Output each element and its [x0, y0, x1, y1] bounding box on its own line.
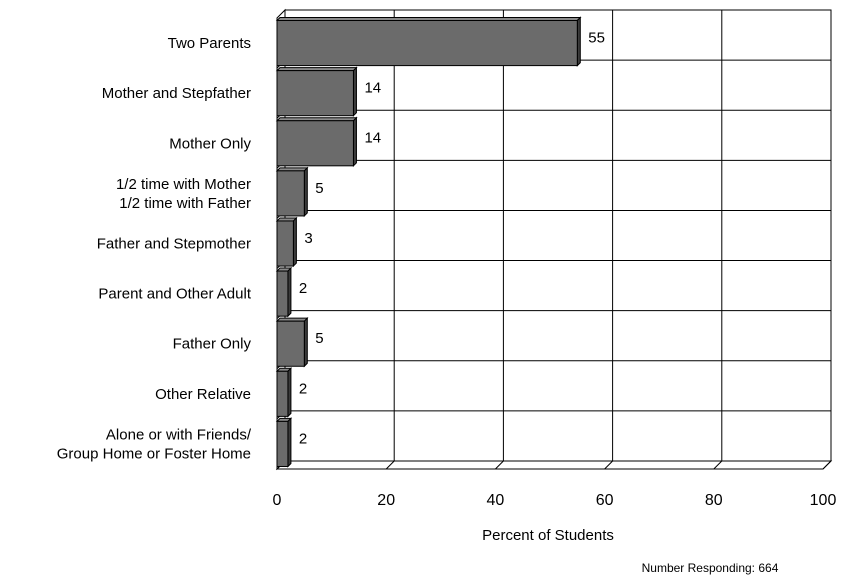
value-axis-tick-labels: 0 20 40 60 80 100 — [273, 492, 837, 509]
bar — [275, 417, 293, 468]
bar-value-label: 2 — [299, 430, 307, 447]
category-label: Mother and Stepfather — [102, 85, 251, 102]
bar-front-face — [276, 370, 289, 417]
x-tick-label: 0 — [273, 492, 282, 509]
category-label: Mother Only — [169, 135, 251, 152]
bar-front-face — [276, 220, 294, 267]
category-label: Two Parents — [168, 35, 251, 52]
bar-value-label: 2 — [299, 380, 307, 397]
floor-gridline — [713, 460, 723, 470]
category-axis-labels: Two Parents Mother and Stepfather Mother O… — [57, 35, 252, 462]
bar — [275, 66, 358, 117]
category-label-line: 1/2 time with Father — [119, 195, 251, 212]
plot-area — [275, 8, 833, 471]
category-label-line: Mother and Stepfather — [102, 85, 251, 102]
category-label: Other Relative — [155, 386, 251, 403]
bar — [275, 316, 309, 368]
category-label: Alone or with Friends/Group Home or Fost… — [57, 426, 252, 462]
plot-floor — [275, 460, 833, 470]
bar-value-label: 55 — [588, 30, 605, 47]
category-label-line: 1/2 time with Mother — [116, 176, 251, 193]
category-label: Father Only — [173, 336, 252, 353]
category-label: 1/2 time with Mother 1/2 time with Father — [116, 176, 251, 212]
bar-value-label: 14 — [364, 130, 381, 147]
category-label-line: Mother Only — [169, 135, 251, 152]
bar-series: 55 14 14 5 3 2 5 2 2 — [275, 16, 605, 468]
bar — [275, 266, 293, 318]
category-label-line: Father and Stepmother — [97, 236, 251, 253]
category-label: Parent and Other Adult — [98, 286, 251, 303]
plot-back-wall — [284, 9, 832, 462]
number-responding-note: Number Responding: 664 — [642, 561, 779, 575]
x-tick-label: 80 — [705, 492, 723, 509]
bar — [275, 367, 293, 418]
bar-front-face — [276, 170, 305, 217]
bar-front-face — [276, 420, 289, 467]
bar-value-label: 14 — [364, 80, 381, 97]
x-tick-label: 60 — [596, 492, 614, 509]
category-label-line: Parent and Other Adult — [98, 286, 251, 303]
category-label-line: Group Home or Foster Home — [57, 445, 251, 462]
category-label-line: Other Relative — [155, 386, 251, 403]
bar-value-label: 3 — [304, 230, 312, 247]
x-tick-label: 100 — [810, 492, 837, 509]
floor-gridline — [385, 460, 395, 470]
bar — [275, 216, 298, 268]
x-tick-label: 20 — [377, 492, 395, 509]
bar-front-face — [276, 20, 578, 67]
floor-gridline — [495, 460, 504, 470]
floor-gridline — [822, 460, 832, 470]
bar-front-face — [276, 70, 354, 117]
bar-front-face — [276, 270, 289, 317]
x-axis-title: Percent of Students — [482, 527, 614, 544]
x-tick-label: 40 — [487, 492, 505, 509]
bar-value-label: 5 — [315, 180, 323, 197]
category-label-line: Two Parents — [168, 35, 251, 52]
bar-front-face — [276, 120, 354, 167]
bar — [275, 16, 582, 67]
floor-gridline — [604, 460, 613, 470]
bar — [275, 116, 358, 168]
bar-value-label: 5 — [315, 330, 323, 347]
category-label-line: Father Only — [173, 336, 252, 353]
bar-front-face — [276, 320, 305, 367]
category-label: Father and Stepmother — [97, 236, 251, 253]
bar-value-label: 2 — [299, 280, 307, 297]
bar — [275, 166, 309, 218]
category-label-line: Alone or with Friends/ — [106, 426, 252, 443]
